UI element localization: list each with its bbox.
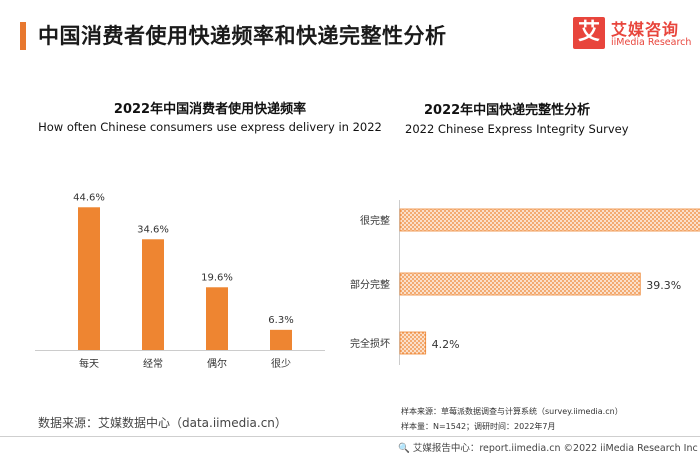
sample-source-note: 样本来源：草莓派数据调查与计算系统（survey.iimedia.cn） (401, 407, 623, 416)
bar-1 (399, 208, 700, 232)
footer-text: 🔍 艾媒报告中心：report.iimedia.cn ©2022 iiMedia… (398, 443, 698, 454)
category-label: 很少 (271, 357, 291, 370)
title-accent-bar (20, 22, 26, 50)
iimedia-logo: 艾 艾媒咨询 iiMedia Research (573, 17, 693, 57)
left-chart-title: 2022年中国消费者使用快递频率 (113, 102, 307, 117)
bar-1 (78, 207, 100, 350)
bar-2 (142, 239, 164, 350)
right-chart-subtitle: 2022 Chinese Express Integrity Survey (405, 122, 629, 136)
bar-value-label: 39.3% (646, 279, 681, 292)
footer-divider (0, 436, 700, 437)
bar-value-label: 4.2% (432, 338, 460, 351)
category-label: 部分完整 (350, 278, 390, 291)
sample-size-note: 样本量：N=1542；调研时间：2022年7月 (401, 422, 556, 431)
left-chart-subtitle: How often Chinese consumers use express … (38, 120, 382, 134)
bar-value-label: 34.6% (137, 224, 169, 235)
category-label: 经常 (143, 357, 163, 370)
logo-mark: 艾 (573, 17, 605, 49)
bar-value-label: 44.6% (73, 192, 105, 203)
bar-2 (399, 272, 641, 296)
bar-3 (399, 331, 427, 355)
bar-value-label: 6.3% (268, 315, 293, 326)
data-source-note: 数据来源：艾媒数据中心（data.iimedia.cn） (38, 416, 287, 430)
frequency-bar-chart: 44.6% 每天 34.6% 经常 19.6% 偶尔 6.3% 很少 (35, 192, 325, 370)
right-chart-title: 2022年中国快递完整性分析 (424, 103, 591, 118)
category-label: 偶尔 (207, 357, 227, 370)
bar-value-label: 19.6% (201, 272, 233, 283)
category-label: 很完整 (360, 214, 390, 227)
logo-text-cn: 艾媒咨询 (611, 20, 680, 39)
category-label: 每天 (79, 357, 99, 370)
page-title: 中国消费者使用快递频率和快递完整性分析 (38, 24, 447, 48)
bar-3 (206, 287, 228, 350)
category-label: 完全损坏 (350, 337, 390, 350)
bar-4 (270, 329, 292, 350)
logo-text-en: iiMedia Research (611, 37, 692, 48)
